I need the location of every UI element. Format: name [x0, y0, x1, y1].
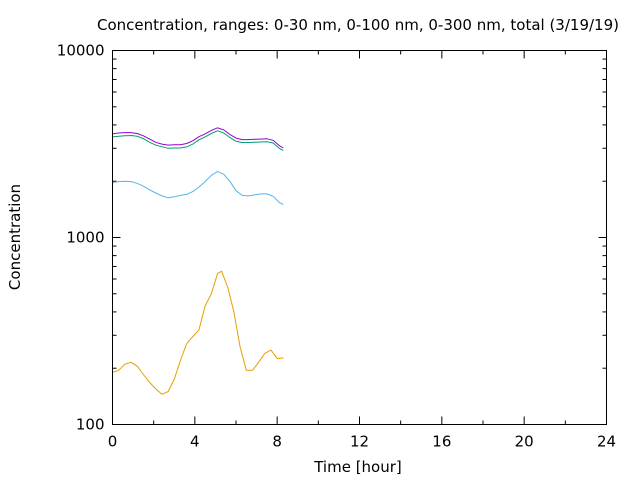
y-tick-label: 100	[76, 416, 105, 434]
x-tick-label: 8	[272, 433, 282, 451]
axis-ticks: 0 4 8 12 16 20 24 100 1000 10000	[57, 42, 616, 451]
x-tick-label: 24	[597, 433, 616, 451]
y-axis-label: Concentration	[6, 184, 24, 290]
series-line-2	[112, 130, 284, 151]
chart-title: Concentration, ranges: 0-30 nm, 0-100 nm…	[97, 16, 619, 34]
y-tick-label: 1000	[66, 229, 104, 247]
x-tick-label: 12	[350, 433, 369, 451]
x-tick-label: 20	[515, 433, 534, 451]
x-tick-label: 4	[190, 433, 200, 451]
x-axis-label: Time [hour]	[313, 458, 402, 476]
y-tick-label: 10000	[57, 42, 105, 60]
plot-frame	[112, 50, 607, 425]
x-tick-label: 0	[108, 433, 118, 451]
series-line-0	[112, 270, 284, 395]
series-line-1	[112, 171, 284, 206]
data-series	[112, 127, 284, 395]
x-tick-label: 16	[432, 433, 451, 451]
series-line-3	[112, 127, 284, 149]
